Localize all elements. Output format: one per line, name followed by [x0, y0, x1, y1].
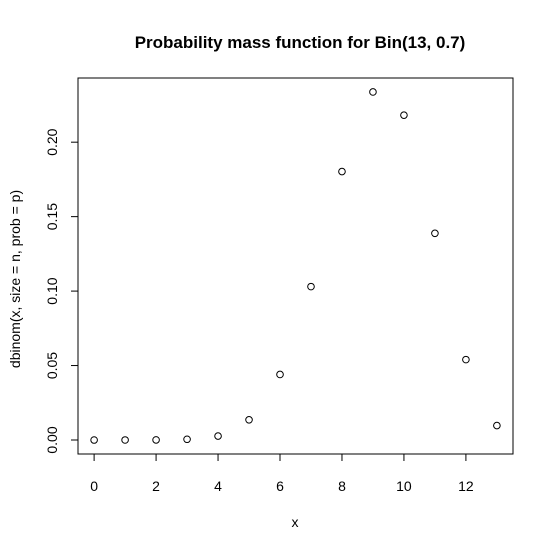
y-tick-label: 0.00 — [44, 426, 60, 453]
data-point — [400, 111, 408, 119]
y-tick-label: 0.15 — [44, 203, 60, 230]
x-tick-label: 2 — [152, 478, 160, 494]
data-point — [462, 355, 470, 364]
x-tick-label: 12 — [458, 478, 474, 494]
data-point — [90, 436, 98, 444]
y-axis: 0.00 0.05 0.10 0.15 0.20 — [44, 128, 79, 454]
data-point — [245, 415, 253, 424]
x-axis-label: x — [292, 514, 299, 530]
y-tick-label: 0.10 — [44, 277, 60, 304]
y-tick-label: 0.05 — [44, 352, 60, 379]
x-tick-label: 0 — [90, 478, 98, 494]
chart-title: Probability mass function for Bin(13, 0.… — [135, 33, 466, 52]
data-point — [338, 167, 346, 176]
data-point — [369, 88, 377, 96]
x-tick-label: 6 — [276, 478, 284, 494]
data-point — [493, 421, 501, 430]
y-axis-label: dbinom(x, size = n, prob = p) — [7, 190, 23, 368]
x-tick-label: 8 — [338, 478, 346, 494]
y-tick-label: 0.20 — [44, 128, 60, 155]
x-tick-label: 4 — [214, 478, 222, 494]
data-points — [90, 88, 501, 444]
data-point — [183, 435, 191, 444]
x-tick-label: 10 — [396, 478, 412, 494]
data-point — [121, 436, 129, 444]
x-axis: 0 2 4 6 8 10 12 — [90, 453, 474, 494]
data-point — [152, 436, 160, 444]
plot-frame — [77, 77, 514, 455]
data-point — [214, 432, 222, 440]
data-point — [276, 370, 284, 379]
data-point — [307, 282, 315, 291]
data-point — [431, 229, 439, 238]
